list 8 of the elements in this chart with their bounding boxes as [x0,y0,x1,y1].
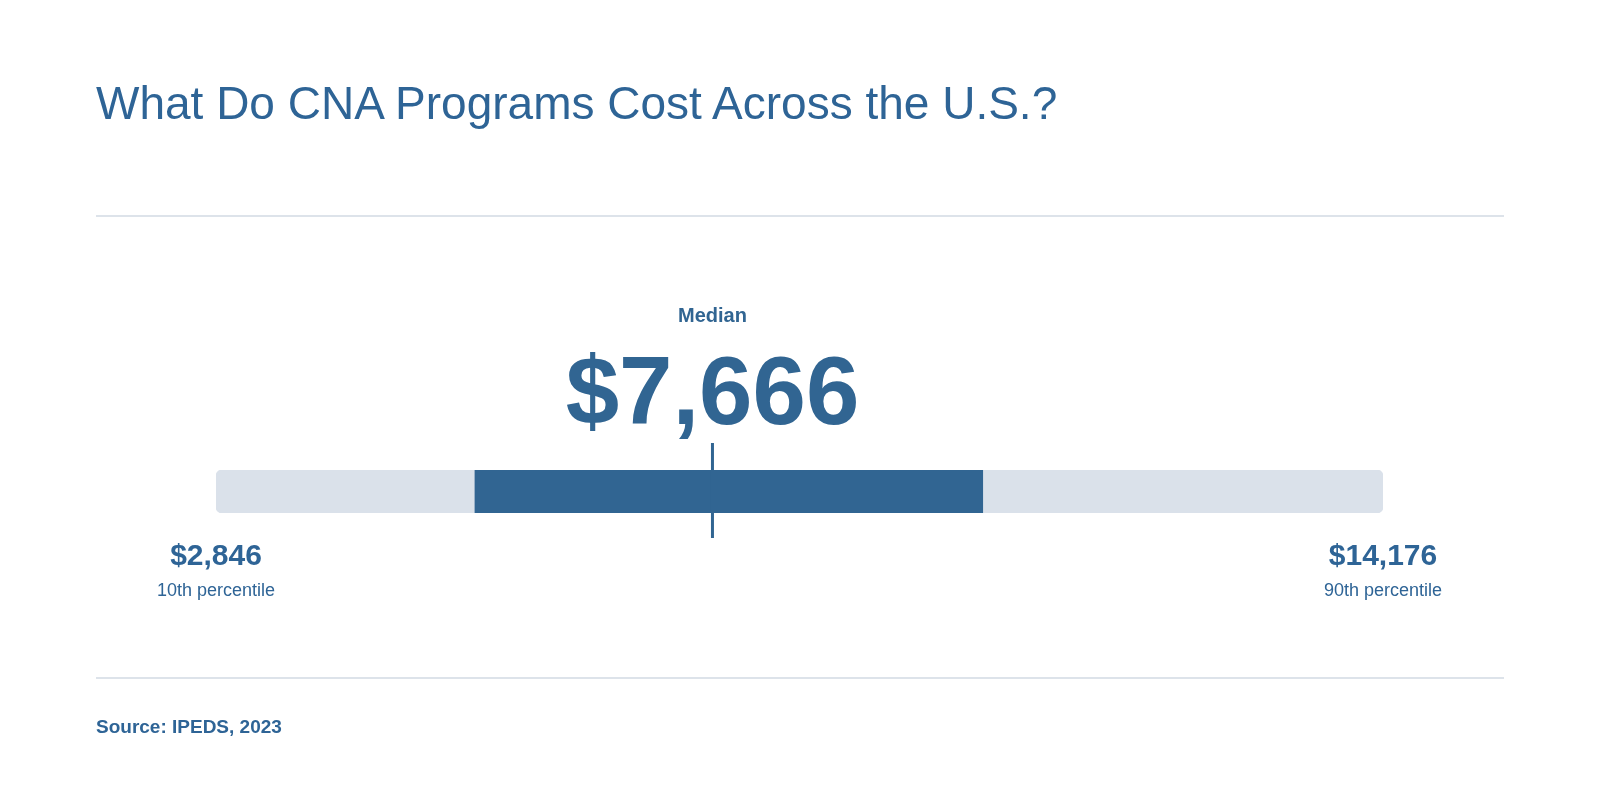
chart-title: What Do CNA Programs Cost Across the U.S.? [96,76,1058,130]
x-tick-label: $14,176 [1328,538,1438,571]
text: 10th percentile [156,580,276,600]
text: Median [678,304,747,326]
source-note: Source: IPEDS, 2023 [96,716,282,738]
ref-line-label: $7,666 [565,337,860,444]
x-tick-label: $2,846 [170,538,262,571]
text: 90th percentile [1323,580,1443,600]
